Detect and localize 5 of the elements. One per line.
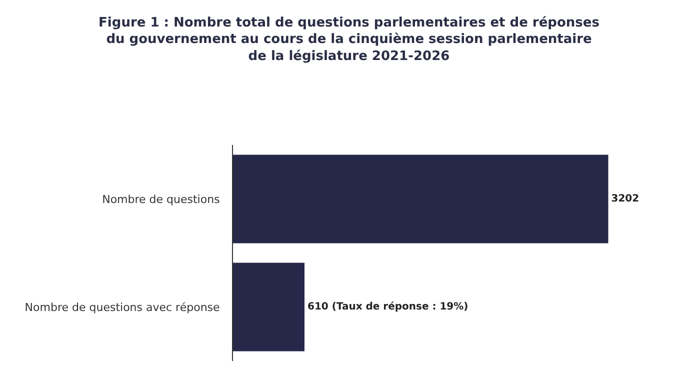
data-label: 610 (Taux de réponse : 19%) — [307, 302, 468, 312]
y-tick-label: Nombre de questions — [102, 192, 220, 206]
data-label: 3202 — [611, 194, 640, 204]
chart-title: Figure 1 : Nombre total de questions parlementaires et de réponses du gouvernement au cours de la cinquième session parlementaire de la législature 2021-2026 — [98, 15, 600, 64]
y-tick-label: Nombre de questions avec réponse — [24, 300, 220, 314]
